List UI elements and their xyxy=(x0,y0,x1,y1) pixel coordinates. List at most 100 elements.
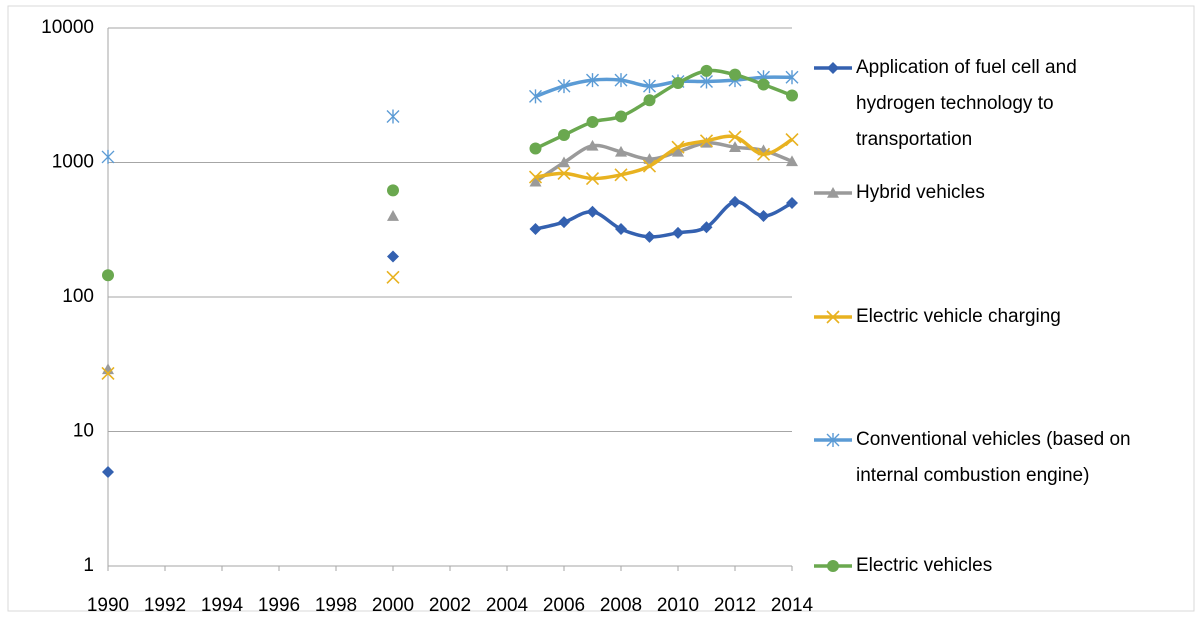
marker xyxy=(672,145,684,157)
marker xyxy=(757,210,770,223)
marker xyxy=(387,184,399,197)
marker xyxy=(785,70,799,85)
x-tick-label: 2008 xyxy=(600,595,642,616)
marker-shape xyxy=(586,116,599,129)
x-tick-label: 2006 xyxy=(543,595,585,616)
series-line xyxy=(535,134,793,181)
marker-shape xyxy=(728,130,742,144)
marker xyxy=(586,73,599,88)
marker-shape xyxy=(827,187,839,198)
marker-shape xyxy=(785,133,799,147)
marker-shape xyxy=(586,73,599,88)
marker-shape xyxy=(614,73,628,88)
marker xyxy=(586,116,599,129)
marker-shape xyxy=(672,145,684,157)
marker xyxy=(729,68,741,81)
marker-shape xyxy=(643,153,656,164)
marker xyxy=(757,78,770,91)
marker xyxy=(643,153,656,164)
marker xyxy=(529,175,542,187)
marker-shape xyxy=(387,210,399,221)
marker xyxy=(615,223,627,236)
marker-shape xyxy=(672,226,684,239)
y-tick-label: 1 xyxy=(83,555,94,576)
marker-shape xyxy=(615,223,627,236)
marker xyxy=(586,205,599,218)
marker-shape xyxy=(827,560,839,572)
marker-shape xyxy=(643,94,656,107)
marker xyxy=(827,62,839,74)
marker xyxy=(529,142,542,155)
marker-shape xyxy=(642,159,657,173)
marker xyxy=(786,155,798,167)
marker-shape xyxy=(386,270,400,284)
chart-border xyxy=(7,5,1195,612)
legend-label: Electric vehicles xyxy=(856,555,993,576)
marker-shape xyxy=(615,110,627,123)
x-tick-label: 2004 xyxy=(486,595,529,616)
marker xyxy=(585,171,600,186)
marker-shape xyxy=(826,310,840,324)
marker xyxy=(826,310,840,324)
marker xyxy=(101,149,115,164)
marker xyxy=(586,139,599,151)
marker-shape xyxy=(558,129,570,142)
marker-shape xyxy=(786,196,798,209)
marker-shape xyxy=(756,147,771,161)
marker xyxy=(729,141,741,152)
marker xyxy=(387,210,399,221)
x-tick-label: 2002 xyxy=(429,595,471,616)
x-tick-label: 2000 xyxy=(372,595,414,616)
x-tick-label: 1990 xyxy=(87,595,129,616)
marker xyxy=(756,147,771,161)
marker xyxy=(827,187,839,198)
marker xyxy=(557,79,571,94)
legend-label: Application of fuel cell and hydrogen te… xyxy=(856,57,1077,150)
x-tick-label: 1992 xyxy=(144,595,186,616)
marker-shape xyxy=(729,68,741,81)
marker-shape xyxy=(699,134,714,148)
marker xyxy=(729,195,741,208)
marker-shape xyxy=(101,366,115,381)
marker xyxy=(101,366,115,381)
marker-shape xyxy=(615,145,627,157)
legend-label: Hybrid vehicles xyxy=(856,182,985,203)
marker-shape xyxy=(643,230,656,243)
marker xyxy=(671,140,685,154)
legend-label: Conventional vehicles (based on internal… xyxy=(856,429,1131,486)
marker xyxy=(642,159,657,173)
marker-shape xyxy=(387,184,399,197)
marker-shape xyxy=(786,89,798,102)
marker xyxy=(528,170,543,184)
marker xyxy=(615,110,627,123)
marker xyxy=(643,230,656,243)
marker-shape xyxy=(700,221,713,234)
marker xyxy=(643,94,656,107)
marker xyxy=(786,89,798,102)
marker-shape xyxy=(558,216,570,229)
marker-shape xyxy=(557,166,571,180)
legend-label: Electric vehicle charging xyxy=(856,306,1061,327)
marker-shape xyxy=(386,109,400,124)
marker-shape xyxy=(585,171,600,186)
x-tick-label: 1996 xyxy=(258,595,300,616)
marker-shape xyxy=(757,78,770,91)
marker-shape xyxy=(729,141,741,152)
marker xyxy=(643,79,656,94)
x-tick-label: 2014 xyxy=(771,595,814,616)
x-tick-label: 2012 xyxy=(714,595,756,616)
marker-shape xyxy=(671,140,685,154)
marker-shape xyxy=(557,79,571,94)
y-tick-label: 100 xyxy=(62,286,94,307)
marker-shape xyxy=(757,210,770,223)
x-tick-label: 1994 xyxy=(201,595,244,616)
marker xyxy=(529,89,542,104)
marker xyxy=(558,216,570,229)
y-tick-label: 10 xyxy=(73,421,94,442)
marker xyxy=(728,130,742,144)
y-tick-label: 1000 xyxy=(52,152,94,173)
marker-shape xyxy=(729,195,741,208)
marker xyxy=(386,109,400,124)
